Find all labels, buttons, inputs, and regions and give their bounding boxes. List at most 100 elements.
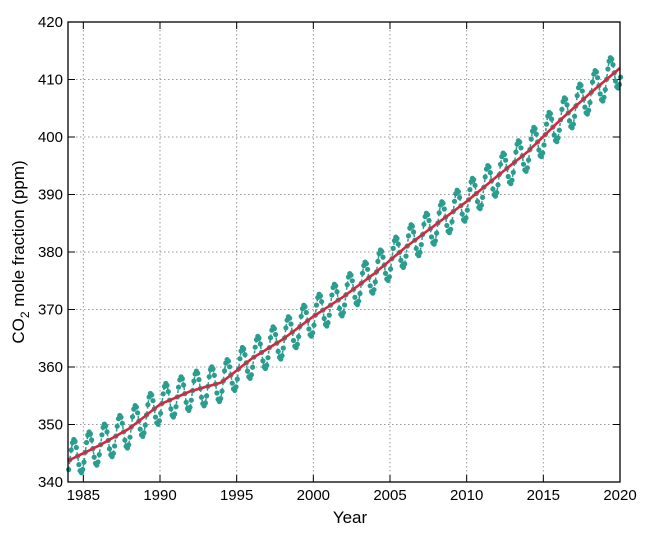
monthly-point: [490, 186, 496, 192]
x-tick-label: 2020: [603, 487, 636, 504]
monthly-point: [411, 229, 417, 235]
monthly-point: [280, 345, 286, 351]
monthly-point: [566, 118, 573, 124]
monthly-point: [89, 437, 95, 443]
monthly-point: [333, 283, 339, 289]
monthly-point: [114, 423, 120, 429]
monthly-point: [150, 398, 156, 404]
monthly-point: [517, 139, 523, 145]
monthly-point: [524, 165, 531, 171]
monthly-point: [589, 79, 596, 85]
monthly-point: [106, 446, 113, 452]
monthly-point: [290, 337, 297, 344]
monthly-point: [248, 372, 254, 378]
monthly-point: [152, 414, 159, 420]
monthly-point: [549, 116, 555, 122]
monthly-point: [81, 459, 87, 465]
monthly-point: [336, 305, 343, 311]
x-tick-label: 1990: [143, 487, 176, 504]
monthly-point: [448, 226, 454, 232]
monthly-point: [135, 410, 141, 416]
monthly-point: [432, 238, 438, 244]
monthly-point: [540, 150, 546, 156]
y-tick-label: 390: [38, 187, 63, 204]
monthly-point: [141, 430, 147, 436]
monthly-point: [68, 447, 74, 453]
monthly-point: [302, 304, 308, 310]
monthly-point: [463, 215, 469, 221]
monthly-point: [495, 182, 501, 188]
monthly-point: [313, 302, 320, 308]
monthly-point: [306, 326, 312, 332]
monthly-point: [582, 104, 588, 110]
monthly-point: [494, 190, 500, 196]
monthly-point: [382, 270, 389, 276]
monthly-point: [363, 261, 369, 267]
monthly-point: [142, 422, 148, 428]
monthly-point: [91, 454, 97, 460]
monthly-point: [298, 313, 304, 319]
monthly-point: [467, 187, 473, 193]
monthly-point: [559, 106, 565, 112]
monthly-point: [234, 376, 240, 382]
monthly-point: [352, 294, 358, 300]
monthly-point: [509, 177, 515, 183]
monthly-point: [206, 374, 212, 380]
monthly-point: [533, 131, 539, 137]
monthly-point: [449, 219, 455, 225]
monthly-point: [520, 161, 527, 167]
monthly-point: [83, 439, 90, 446]
monthly-point: [464, 207, 470, 213]
monthly-point: [126, 442, 132, 448]
monthly-point: [273, 331, 279, 338]
monthly-point: [218, 396, 224, 402]
monthly-point: [394, 235, 400, 242]
monthly-point: [191, 378, 197, 384]
monthly-point: [250, 364, 256, 370]
monthly-point: [329, 292, 335, 298]
monthly-point: [164, 382, 170, 388]
trend-series-line: [67, 67, 621, 462]
x-tick-label: 2005: [373, 487, 406, 504]
monthly-point: [118, 414, 124, 420]
monthly-point: [503, 157, 509, 163]
monthly-point: [165, 389, 171, 395]
monthly-point: [317, 293, 323, 299]
monthly-point: [551, 132, 557, 138]
monthly-point: [556, 127, 562, 133]
monthly-point: [388, 266, 394, 272]
monthly-point: [593, 69, 600, 75]
monthly-point: [526, 157, 532, 163]
monthly-point: [119, 420, 125, 426]
monthly-point: [158, 410, 164, 416]
x-tick-label: 2010: [450, 487, 483, 504]
monthly-point: [612, 78, 619, 84]
monthly-point: [344, 282, 350, 288]
monthly-point: [555, 135, 561, 141]
monthly-point: [127, 434, 133, 440]
monthly-point: [518, 145, 524, 151]
monthly-point: [264, 362, 270, 368]
monthly-point: [196, 377, 202, 383]
monthly-point: [602, 87, 608, 93]
y-tick-label: 380: [38, 244, 63, 261]
monthly-point: [296, 334, 302, 340]
monthly-point: [418, 242, 424, 248]
monthly-point: [311, 322, 317, 328]
y-tick-label: 420: [38, 14, 63, 31]
monthly-point: [325, 320, 331, 326]
monthly-point: [434, 230, 440, 236]
monthly-point: [321, 315, 327, 322]
monthly-point: [348, 272, 354, 278]
monthly-point: [421, 221, 427, 227]
monthly-point: [204, 393, 210, 399]
monthly-point: [210, 366, 216, 372]
y-axis-label-main: CO: [9, 318, 28, 344]
x-tick-label: 2015: [527, 487, 560, 504]
monthly-point: [579, 88, 585, 94]
monthly-point: [283, 325, 289, 331]
monthly-point: [372, 279, 378, 285]
monthly-point: [528, 136, 534, 142]
x-tick-label: 1985: [67, 487, 100, 504]
